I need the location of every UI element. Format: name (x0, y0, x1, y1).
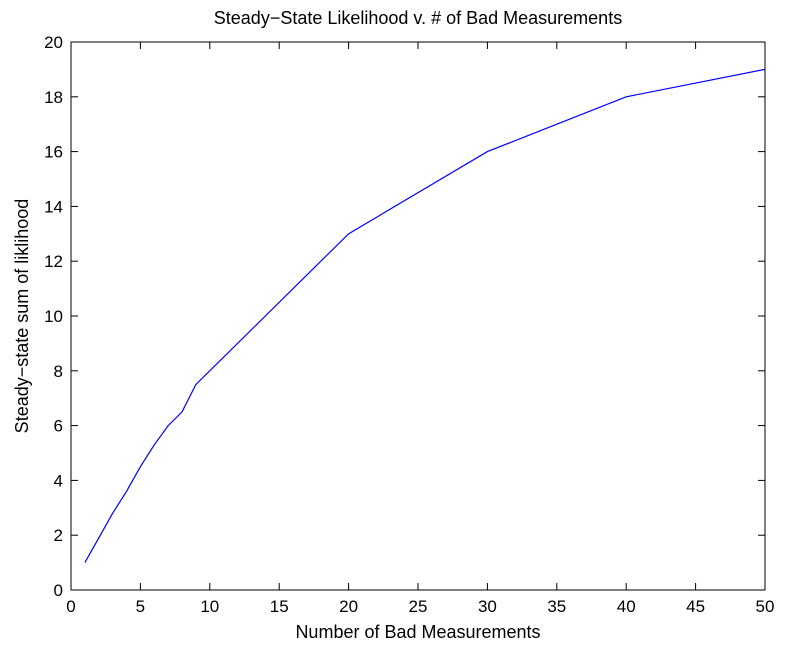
x-tick-label: 50 (756, 597, 775, 616)
x-tick-label: 20 (339, 597, 358, 616)
x-tick-label: 10 (200, 597, 219, 616)
x-tick-label: 40 (617, 597, 636, 616)
x-tick-label: 5 (136, 597, 145, 616)
x-tick-label: 15 (270, 597, 289, 616)
y-tick-label: 18 (44, 88, 63, 107)
x-tick-label: 0 (66, 597, 75, 616)
y-tick-label: 20 (44, 33, 63, 52)
x-tick-label: 45 (686, 597, 705, 616)
x-tick-label: 25 (409, 597, 428, 616)
x-tick-label: 30 (478, 597, 497, 616)
y-tick-label: 12 (44, 252, 63, 271)
y-axis-label: Steady−state sum of liklihood (12, 199, 32, 434)
y-tick-label: 6 (54, 417, 63, 436)
y-tick-label: 4 (54, 471, 63, 490)
y-tick-label: 14 (44, 197, 63, 216)
y-tick-label: 2 (54, 526, 63, 545)
y-axis: 0 2 4 6 8 10 12 14 16 18 20 (44, 33, 765, 600)
y-tick-label: 8 (54, 362, 63, 381)
y-tick-label: 0 (54, 581, 63, 600)
x-tick-label: 35 (547, 597, 566, 616)
chart-title: Steady−State Likelihood v. # of Bad Meas… (214, 8, 622, 28)
x-axis-label: Number of Bad Measurements (295, 622, 540, 642)
plot-area (70, 41, 766, 591)
y-tick-label: 16 (44, 143, 63, 162)
y-tick-label: 10 (44, 307, 63, 326)
x-axis: 0 5 10 15 20 25 30 35 40 45 50 (66, 42, 774, 616)
series-line (84, 68, 766, 563)
